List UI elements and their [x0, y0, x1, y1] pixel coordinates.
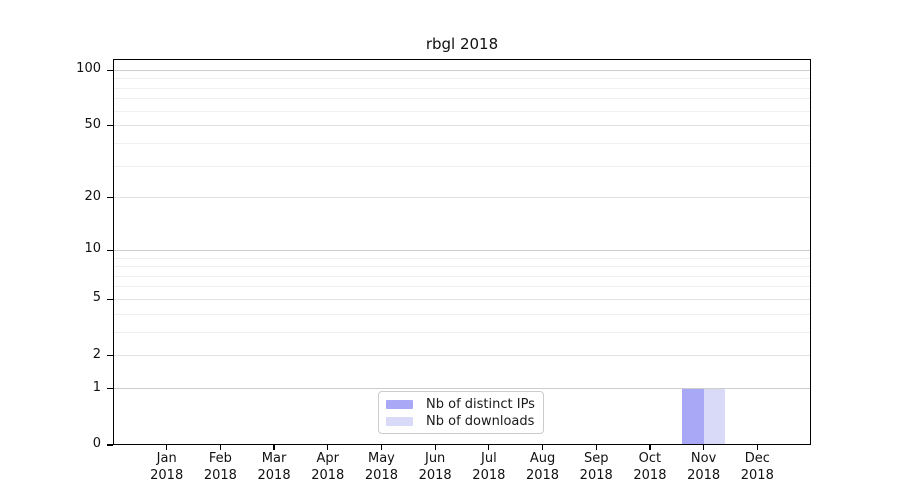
- y-tick-label: 2: [92, 346, 101, 362]
- x-tick-mark: [488, 445, 490, 450]
- x-tick-label: Dec 2018: [717, 450, 797, 484]
- x-tick-year: 2018: [150, 468, 184, 483]
- x-tick-year: 2018: [364, 468, 398, 483]
- bar-distinct-ips: [682, 388, 704, 445]
- x-tick-year: 2018: [633, 468, 667, 483]
- x-tick-month: May: [368, 451, 395, 466]
- x-tick-mark: [541, 445, 544, 450]
- y-tick-mark: [107, 125, 113, 127]
- x-tick-month: Apr: [316, 451, 340, 466]
- y-tick-label: 20: [84, 188, 101, 204]
- x-tick-month: Jan: [156, 451, 177, 466]
- x-tick-label: Sep 2018: [556, 450, 636, 484]
- gridline-minor: [114, 98, 810, 100]
- legend-label-downloads: Nb of downloads: [426, 414, 535, 429]
- plot-frame: [113, 59, 811, 445]
- x-tick-month: Feb: [208, 451, 232, 466]
- bar-downloads: [703, 388, 726, 445]
- x-tick-label: Nov 2018: [664, 450, 744, 484]
- x-tick-month: Dec: [744, 451, 770, 466]
- x-tick-label: Jul 2018: [449, 450, 529, 484]
- x-tick-year: 2018: [579, 468, 613, 483]
- x-tick-mark: [273, 445, 275, 450]
- x-tick-mark: [649, 445, 651, 450]
- x-tick-label: Mar 2018: [234, 450, 314, 484]
- legend-label-distinct-ips: Nb of distinct IPs: [426, 397, 535, 412]
- legend-item-downloads: Nb of downloads: [386, 413, 535, 430]
- gridline-major: [114, 249, 810, 251]
- x-tick-mark: [756, 445, 758, 450]
- gridline-major: [114, 388, 810, 390]
- gridline-major: [114, 69, 810, 71]
- x-tick-label: Oct 2018: [610, 450, 690, 484]
- y-tick-mark: [107, 69, 113, 71]
- gridline-minor: [114, 331, 810, 333]
- gridline-minor: [114, 286, 810, 288]
- x-tick-year: 2018: [203, 468, 237, 483]
- legend-swatch-distinct-ips: [386, 400, 413, 409]
- gridline-minor: [114, 87, 810, 89]
- x-tick-label: Apr 2018: [288, 450, 368, 484]
- y-tick-label: 50: [84, 116, 101, 132]
- x-tick-label: Aug 2018: [503, 450, 583, 484]
- x-tick-mark: [595, 445, 597, 450]
- x-tick-month: Nov: [690, 451, 717, 466]
- y-tick-mark: [107, 355, 113, 357]
- x-tick-year: 2018: [257, 468, 291, 483]
- y-tick-label: 100: [76, 61, 101, 77]
- y-tick-label: 1: [92, 379, 101, 395]
- legend-swatch-downloads: [386, 417, 413, 426]
- x-tick-label: Jun 2018: [395, 450, 475, 484]
- x-tick-month: Sep: [583, 451, 609, 466]
- x-tick-mark: [166, 445, 168, 450]
- gridline-minor: [114, 142, 810, 144]
- x-tick-mark: [702, 445, 705, 450]
- x-tick-mark: [380, 445, 383, 450]
- gridline-mid: [114, 298, 810, 300]
- gridline-minor: [114, 110, 810, 112]
- x-tick-year: 2018: [740, 468, 774, 483]
- x-tick-label: May 2018: [341, 450, 421, 484]
- legend: Nb of distinct IPs Nb of downloads: [378, 391, 544, 434]
- y-tick-label: 10: [84, 241, 101, 257]
- x-tick-mark: [219, 445, 222, 450]
- y-tick-mark: [107, 298, 113, 301]
- y-tick-mark: [107, 197, 113, 199]
- gridline-minor: [114, 257, 810, 259]
- gridline-mid: [114, 125, 810, 127]
- y-tick-label: 0: [92, 436, 101, 451]
- gridline-minor: [114, 266, 810, 268]
- x-tick-year: 2018: [418, 468, 452, 483]
- gridline-minor: [114, 78, 810, 80]
- gridline-minor: [114, 165, 810, 167]
- x-tick-year: 2018: [472, 468, 506, 483]
- y-tick-mark: [107, 249, 113, 251]
- x-tick-month: Jun: [424, 451, 446, 466]
- x-tick-mark: [327, 445, 329, 450]
- gridline-mid: [114, 197, 810, 199]
- x-tick-month: Aug: [529, 451, 556, 466]
- x-tick-year: 2018: [525, 468, 560, 483]
- gridline-mid: [114, 355, 810, 357]
- gridline-minor: [114, 313, 810, 315]
- y-tick-mark: [107, 444, 113, 446]
- x-tick-year: 2018: [687, 468, 721, 483]
- x-tick-month: Oct: [638, 451, 662, 466]
- x-tick-label: Jan 2018: [127, 450, 207, 484]
- legend-item-distinct-ips: Nb of distinct IPs: [386, 396, 535, 413]
- x-tick-label: Feb 2018: [180, 450, 260, 484]
- x-tick-mark: [434, 445, 436, 450]
- gridline-minor: [114, 275, 810, 277]
- y-tick-label: 5: [92, 290, 101, 306]
- x-tick-month: Jul: [481, 451, 497, 466]
- chart-title: rbgl 2018: [425, 35, 499, 53]
- x-tick-year: 2018: [311, 468, 345, 483]
- x-tick-month: Mar: [261, 451, 287, 466]
- y-tick-mark: [107, 388, 113, 390]
